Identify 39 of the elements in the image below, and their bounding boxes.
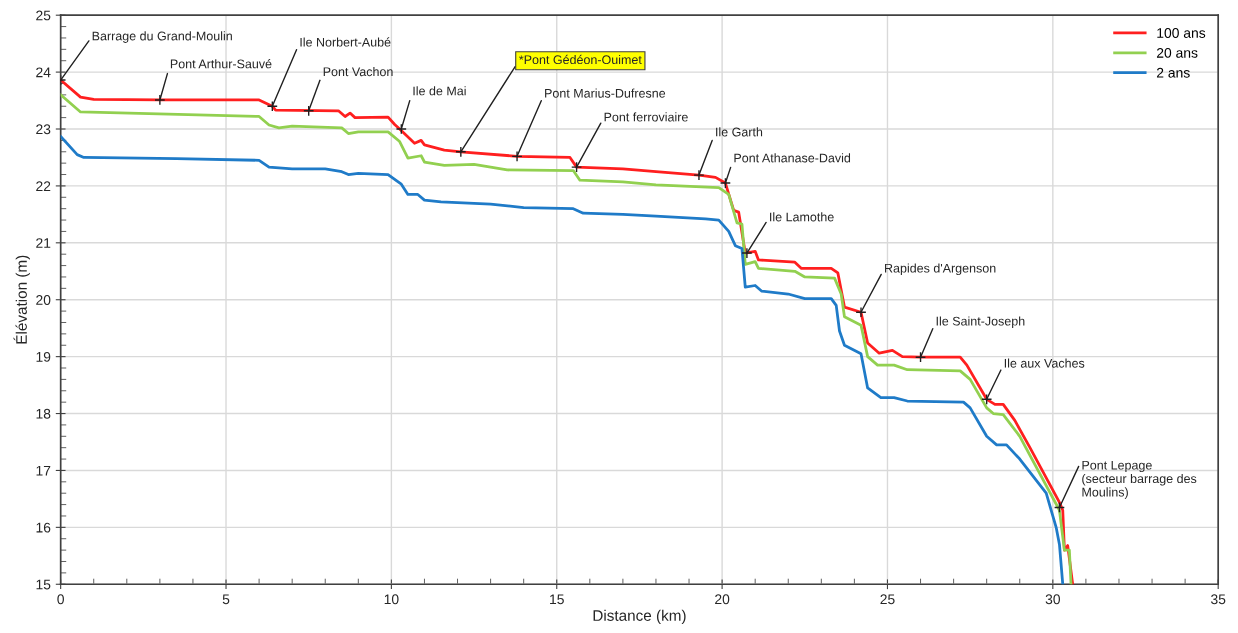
y-tick-label: 20 [36, 295, 51, 305]
annotation: Ile Garth [716, 127, 763, 137]
annotation: Ile Saint-Joseph [936, 316, 1025, 329]
annotation: Pont Athanase-David [734, 153, 851, 163]
annotation: Rapides d'Argenson [885, 263, 996, 276]
x-tick-label: 5 [222, 594, 230, 605]
y-tick-label: 19 [36, 351, 51, 362]
x-tick-label: 0 [57, 594, 64, 605]
y-tick-label: 16 [36, 522, 51, 533]
legend-label: 2 ans [1156, 67, 1190, 78]
annotation: Ile Lamothe [770, 212, 834, 222]
annotation: Pont Vachon [323, 66, 393, 77]
y-tick-label: 24 [36, 67, 51, 78]
annotation: Barrage du Grand-Moulin [92, 31, 232, 43]
y-axis-title: Élévation (m) [13, 255, 30, 344]
x-tick-label: 15 [550, 594, 564, 605]
y-tick-label: 25 [36, 10, 51, 21]
annotation: Pont ferroviaire [604, 112, 688, 122]
x-axis-title: Distance (km) [593, 609, 686, 624]
y-tick-label: 21 [36, 238, 51, 248]
legend-label: 20 ans [1156, 47, 1198, 58]
y-tick-label: 15 [36, 579, 51, 590]
y-tick-label: 22 [36, 181, 51, 191]
legend-label: 100 ans [1157, 28, 1206, 38]
y-tick-label: 18 [36, 408, 51, 419]
x-tick-label: 25 [880, 594, 895, 605]
x-tick-label: 35 [1211, 594, 1226, 605]
annotation: Ile de Mai [413, 86, 466, 96]
y-tick-label: 17 [36, 465, 51, 476]
y-tick-label: 23 [36, 124, 51, 135]
annotation: Pont Arthur-Sauvé [170, 59, 272, 69]
annotation: Ile aux Vaches [1004, 358, 1085, 368]
annotation: Pont Marius-Dufresne [545, 88, 666, 98]
x-tick-label: 10 [384, 594, 399, 605]
annotation: Ile Norbert-Aubé [300, 37, 391, 47]
annotation: *Pont Gédéon-Ouimet [519, 54, 642, 65]
x-tick-label: 30 [1045, 594, 1061, 605]
x-tick-label: 20 [715, 594, 730, 605]
annotation: Pont Lepage (secteur barrage des Moulins) [1082, 460, 1197, 500]
